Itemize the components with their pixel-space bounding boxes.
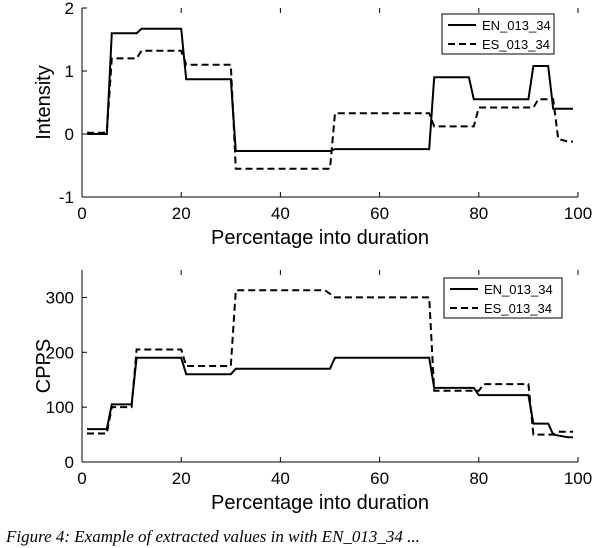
y-tick-label: 300: [46, 288, 74, 307]
figure-caption: Figure 4: Example of extracted values in…: [6, 527, 420, 546]
legend: EN_013_34 ES_013_34: [443, 277, 563, 319]
x-axis-label: Percentage into duration: [211, 492, 429, 514]
y-tick-label: 0: [65, 453, 74, 472]
cpps-plot: 0 20 40 60 80 100 0 100 200 300 Percentage into du…: [33, 270, 592, 514]
y-tick-label: -1: [59, 188, 74, 207]
x-tick-label: 0: [77, 469, 86, 488]
x-tick-label: 40: [271, 204, 290, 223]
x-tick-label: 40: [271, 469, 290, 488]
x-tick-label: 20: [172, 204, 191, 223]
y-tick-label: 100: [46, 398, 74, 417]
x-axis-label: Percentage into duration: [211, 227, 429, 249]
x-tick-label: 60: [370, 204, 389, 223]
legend-label: EN_013_34: [482, 18, 551, 33]
series-line-en_013_34: [87, 356, 573, 439]
legend-box: [441, 13, 555, 55]
x-tick-label: 60: [370, 469, 389, 488]
series-line-en_013_34: [87, 27, 573, 152]
y-tick-label: 1: [65, 62, 74, 81]
x-tick-label: 100: [564, 469, 592, 488]
y-axis-label: CPPS: [33, 339, 55, 393]
x-tick-label: 20: [172, 469, 191, 488]
legend-box: [443, 277, 563, 319]
series-line-es_013_34: [87, 49, 573, 170]
x-tick-label: 0: [77, 204, 86, 223]
y-tick-label: 0: [65, 125, 74, 144]
legend-label: EN_013_34: [484, 282, 553, 297]
y-axis-label: Intensity: [33, 65, 55, 139]
x-tick-label: 100: [564, 204, 592, 223]
legend-label: ES_013_34: [482, 37, 550, 52]
legend-label: ES_013_34: [484, 301, 552, 316]
x-tick-label: 80: [469, 469, 488, 488]
y-tick-label: 2: [65, 0, 74, 18]
series-line-es_013_34: [87, 289, 573, 436]
y-tick-label: 200: [46, 343, 74, 362]
legend: EN_013_34 ES_013_34: [441, 13, 555, 55]
x-tick-label: 80: [469, 204, 488, 223]
